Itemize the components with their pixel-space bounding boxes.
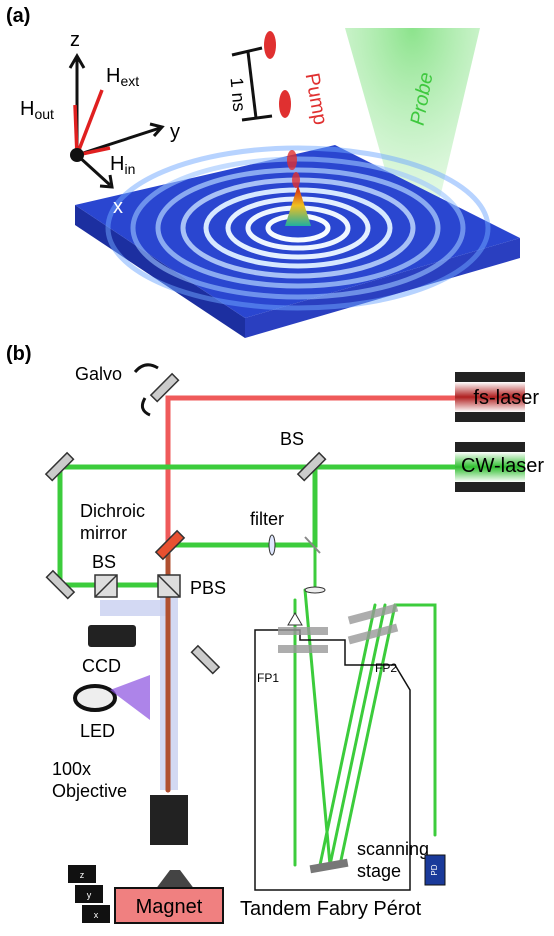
panel-a: (a) 20 nm NiFe 1 ns Pump Probe z y x Hex… [6,5,520,338]
filter [269,535,275,555]
tandem-label: Tandem Fabry Pérot [240,898,422,920]
bs-label: BS [280,429,304,449]
stage-axis: z [80,870,85,880]
objective [150,795,188,845]
fp2-label: FP2 [375,661,397,675]
sample-label: 20 nm NiFe [340,317,413,333]
magnet-label: Magnet [136,896,203,918]
axis-y: y [170,121,180,143]
ccd-label: CCD [82,656,121,676]
cw-laser-label: CW-laser [461,455,544,477]
pulse-interval: 1 ns [227,77,250,113]
axis-x: x [113,196,123,218]
figure: (a) 20 nm NiFe 1 ns Pump Probe z y x Hex… [0,0,554,931]
h-ext: Hext [106,65,139,89]
stage-axes: z y x [68,865,110,923]
pump-label: Pump [301,71,332,126]
filter-label: filter [250,509,284,529]
prism [288,613,302,625]
pbs-label: PBS [190,578,226,598]
h-out: Hout [20,98,54,122]
panel-label: (b) [6,343,32,365]
led [75,686,115,710]
stage-axis: y [87,890,92,900]
ccd [88,625,136,647]
fp1-label: FP1 [257,671,279,685]
h-in: Hin [110,153,135,177]
pd-label: PD [430,864,439,875]
stage-axis: x [94,910,99,920]
galvo-label: Galvo [75,364,122,384]
fs-laser-label: fs-laser [473,387,539,409]
bs-label: BS [92,552,116,572]
axis-z: z [70,29,80,51]
panel-label: (a) [6,5,30,27]
led-label: LED [80,721,115,741]
lens [305,587,325,593]
galvo-arrows [135,365,158,415]
origin [70,148,84,162]
